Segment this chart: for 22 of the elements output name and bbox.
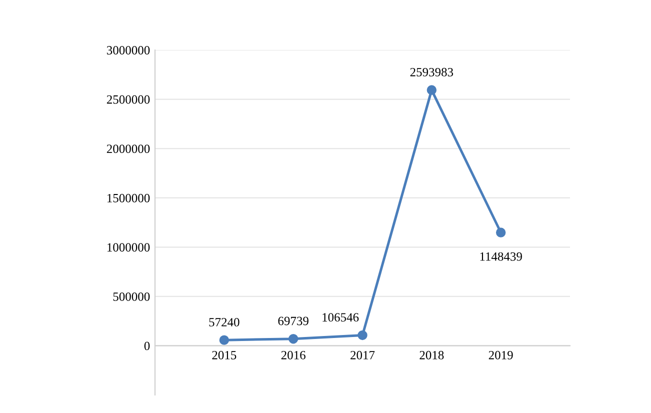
y-tick-label: 1000000 — [107, 243, 150, 252]
x-tick-label: 2019 — [488, 350, 513, 360]
point — [496, 228, 506, 238]
point — [358, 330, 368, 340]
data-label: 69739 — [278, 316, 308, 326]
point — [426, 85, 437, 95]
x-tick-label: 2015 — [212, 350, 236, 360]
x-tick-label: 2018 — [420, 350, 444, 360]
y-tick-label: 500000 — [113, 292, 150, 301]
data-label: 57240 — [209, 318, 240, 326]
y-tick-label: 2500000 — [106, 95, 150, 104]
y-tick-label: 2000000 — [106, 144, 150, 154]
data-label: 2593983 — [410, 68, 454, 76]
y-tick-label: 1500000 — [107, 194, 150, 202]
data-label: 106546 — [322, 313, 359, 322]
data-label: 1148439 — [480, 252, 522, 261]
x-tick-label: 2016 — [281, 350, 306, 360]
y-tick-label: 3000000 — [106, 46, 150, 54]
point — [288, 334, 298, 344]
y-tick-label: 0 — [144, 342, 150, 350]
point — [219, 335, 230, 345]
x-tick-label: 2017 — [350, 350, 375, 360]
